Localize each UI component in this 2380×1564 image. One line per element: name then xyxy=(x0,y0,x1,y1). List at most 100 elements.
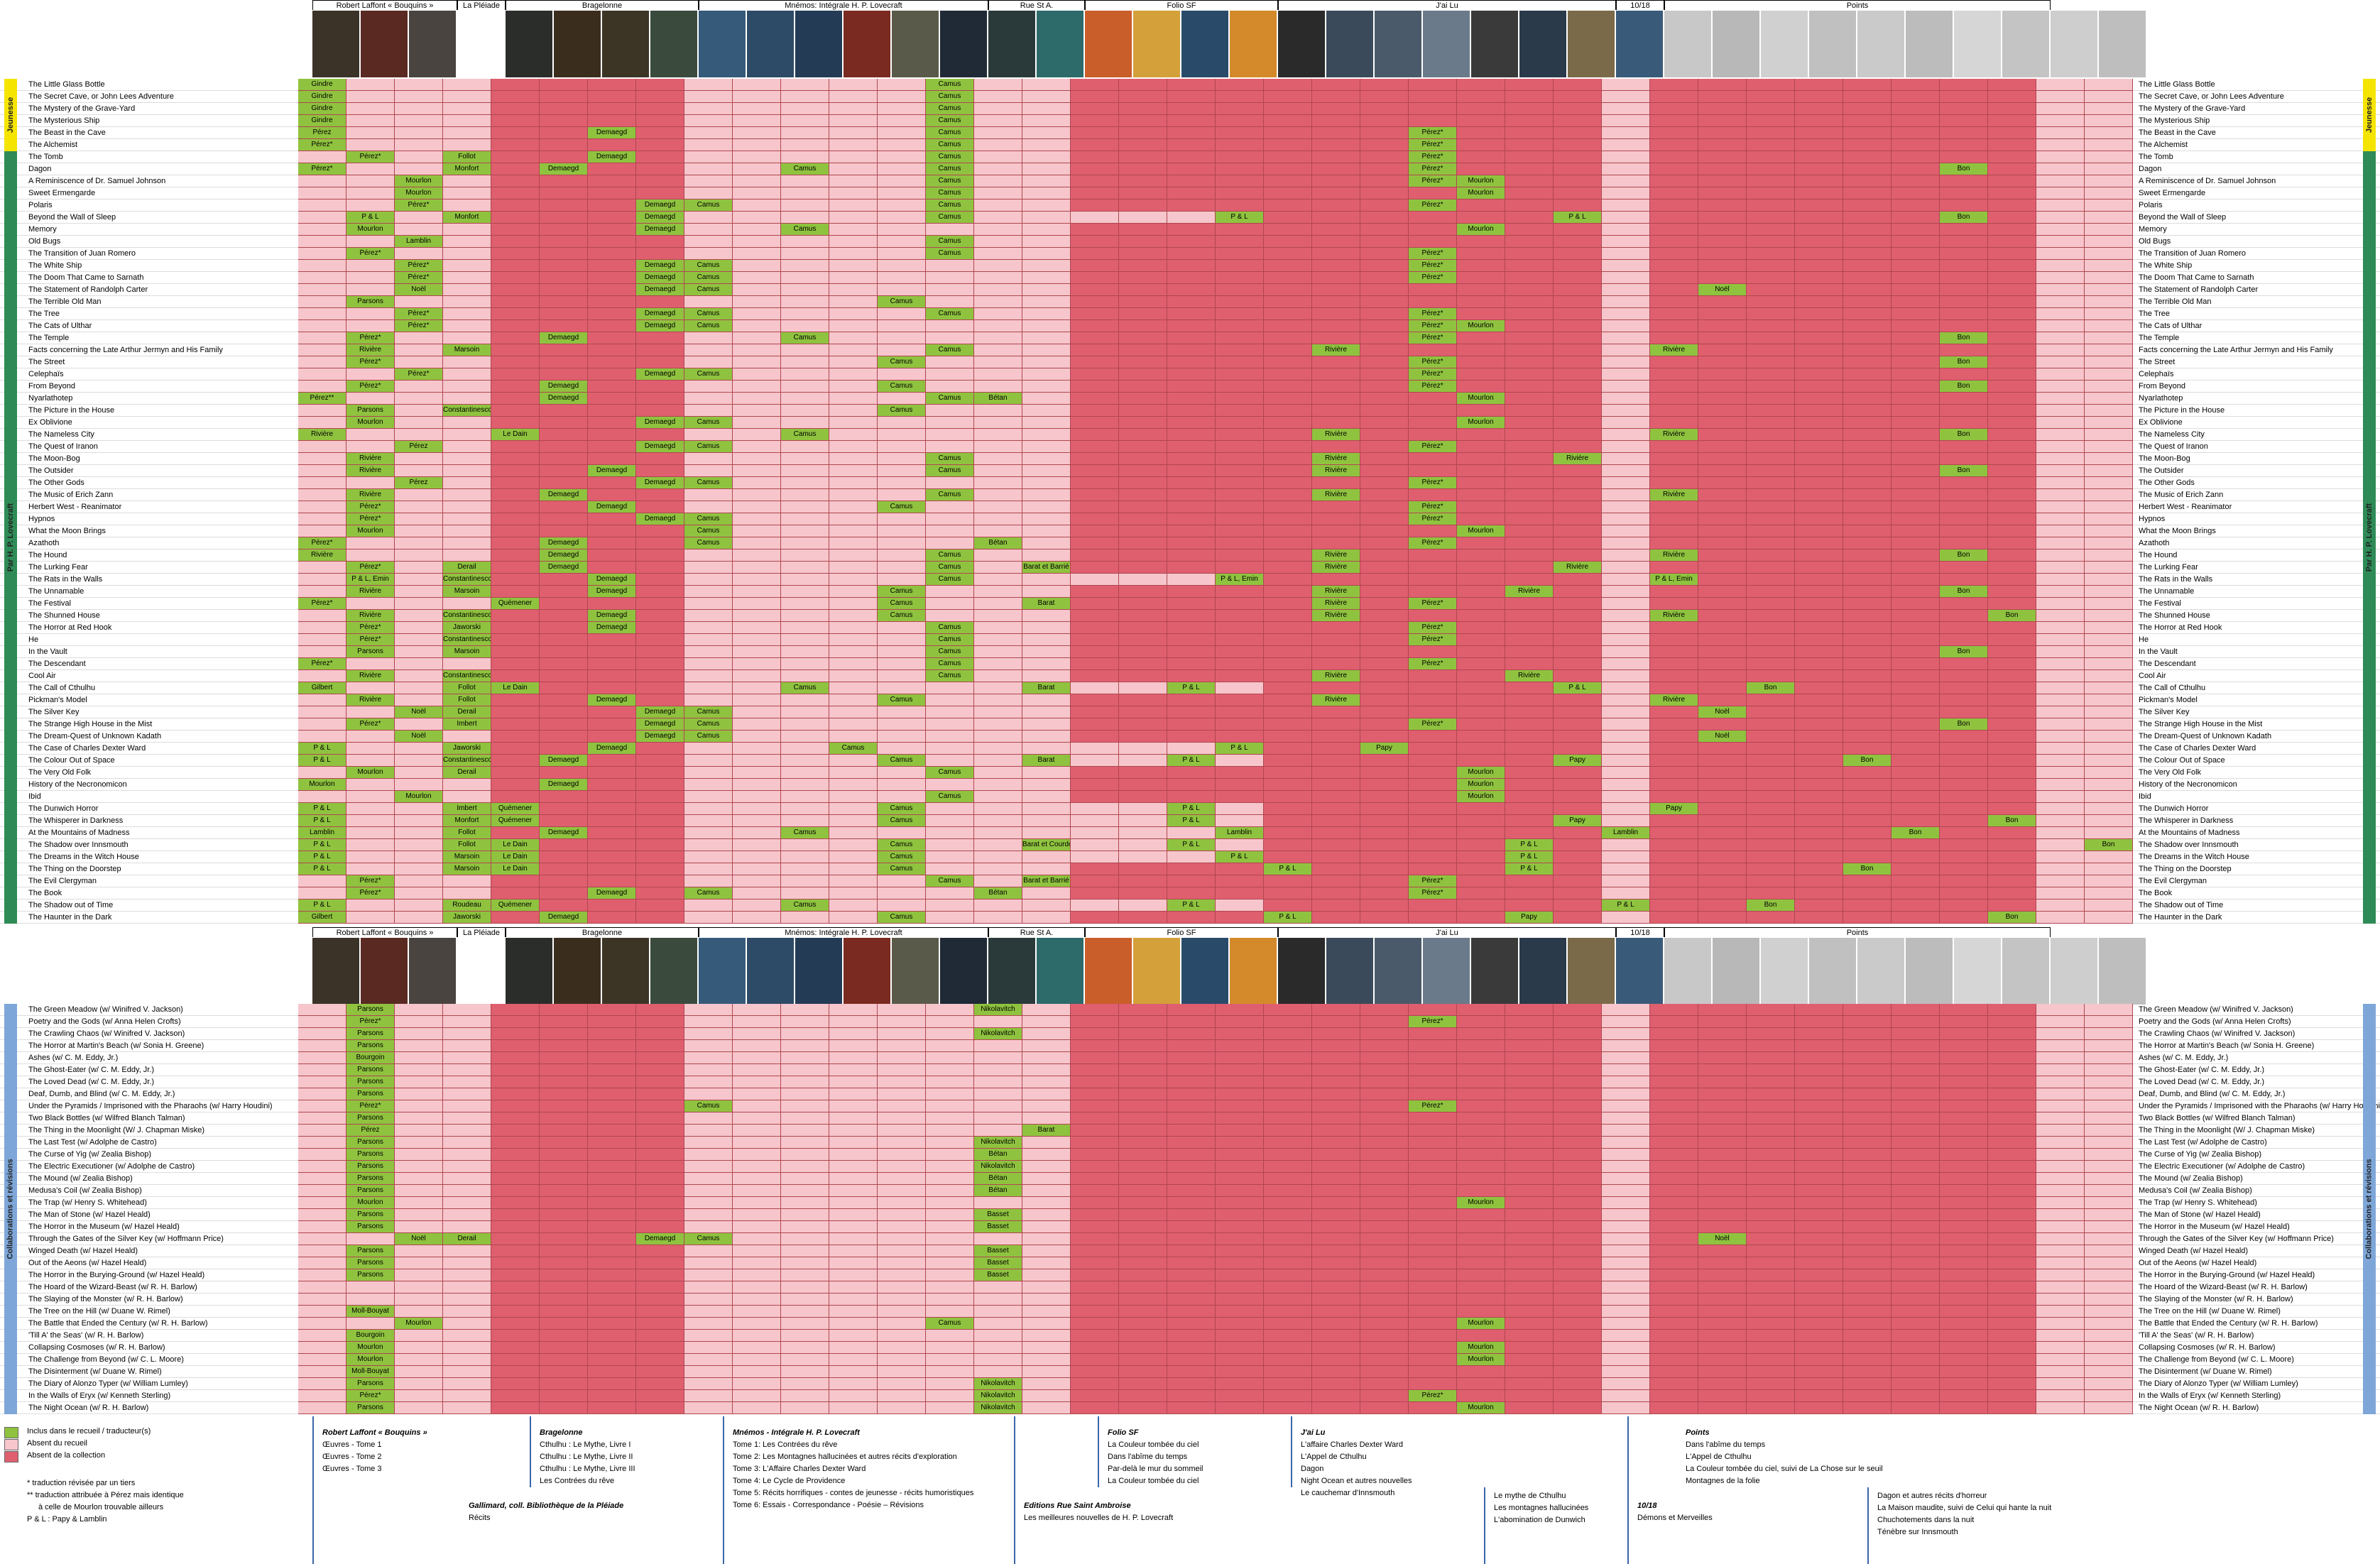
not-in-collection-cell xyxy=(1892,1173,1940,1185)
absent-cell xyxy=(346,477,395,489)
absent-cell xyxy=(298,1149,346,1161)
not-in-collection-cell xyxy=(1505,658,1554,670)
not-in-collection-cell xyxy=(1795,465,1843,477)
not-in-collection-cell xyxy=(1167,236,1216,248)
absent-cell xyxy=(684,1318,733,1330)
not-in-collection-cell xyxy=(1892,1245,1940,1257)
not-in-collection-cell xyxy=(1747,465,1795,477)
not-in-collection-cell xyxy=(1505,429,1554,441)
absent-cell xyxy=(1602,755,1650,767)
absent-cell xyxy=(2036,224,2085,236)
included-cell: P & L, Emin xyxy=(346,574,395,586)
absent-cell xyxy=(1602,646,1650,658)
absent-cell xyxy=(298,1330,346,1342)
absent-cell xyxy=(2085,682,2133,694)
absent-cell xyxy=(733,224,781,236)
not-in-collection-cell xyxy=(588,115,636,127)
absent-cell xyxy=(781,658,829,670)
not-in-collection-cell xyxy=(1698,79,1747,91)
not-in-collection-cell xyxy=(1650,887,1698,899)
included-cell: Camus xyxy=(684,887,733,899)
not-in-collection-cell xyxy=(1843,187,1892,199)
not-in-collection-cell xyxy=(1795,356,1843,368)
not-in-collection-cell xyxy=(1264,1137,1312,1149)
included-cell: Camus xyxy=(878,356,926,368)
not-in-collection-cell xyxy=(1892,863,1940,875)
absent-cell xyxy=(829,1330,878,1342)
not-in-collection-cell xyxy=(1988,682,2036,694)
not-in-collection-cell xyxy=(1747,489,1795,501)
included-cell: Camus xyxy=(926,670,974,682)
not-in-collection-cell xyxy=(1940,875,1988,887)
not-in-collection-cell xyxy=(1554,899,1602,912)
not-in-collection-cell xyxy=(1409,489,1457,501)
absent-cell xyxy=(733,1088,781,1100)
included-cell: Bon xyxy=(1940,465,1988,477)
not-in-collection-cell xyxy=(1650,1294,1698,1306)
included-cell: Gindre xyxy=(298,91,346,103)
not-in-collection-cell xyxy=(1747,779,1795,791)
not-in-collection-cell xyxy=(636,1221,684,1233)
absent-cell xyxy=(781,477,829,489)
included-cell: Pérez xyxy=(395,441,443,453)
included-cell: Rivière xyxy=(298,549,346,562)
publisher-label: Bragelonne xyxy=(506,0,699,10)
not-in-collection-cell xyxy=(1795,863,1843,875)
absent-cell xyxy=(926,1064,974,1076)
absent-cell xyxy=(781,1402,829,1414)
absent-cell xyxy=(346,1294,395,1306)
included-cell: Bétan xyxy=(974,1173,1022,1185)
not-in-collection-cell xyxy=(1698,356,1747,368)
not-in-collection-cell xyxy=(1457,1390,1505,1402)
not-in-collection-cell xyxy=(1071,1330,1119,1342)
story-title-right: 'Till A' the Seas' (w/ R. H. Barlow) xyxy=(2133,1330,2380,1342)
included-cell: Mourlon xyxy=(1457,1354,1505,1366)
included-cell: Gindre xyxy=(298,103,346,115)
not-in-collection-cell xyxy=(1747,1209,1795,1221)
absent-cell xyxy=(781,1366,829,1378)
not-in-collection-cell xyxy=(1988,296,2036,308)
absent-cell xyxy=(878,791,926,803)
absent-cell xyxy=(829,779,878,791)
absent-cell xyxy=(733,694,781,706)
not-in-collection-cell xyxy=(1843,296,1892,308)
not-in-collection-cell xyxy=(491,1076,540,1088)
not-in-collection-cell xyxy=(636,151,684,163)
absent-cell xyxy=(829,368,878,381)
included-cell: Bon xyxy=(1940,163,1988,175)
not-in-collection-cell xyxy=(1312,212,1360,224)
story-title-right: The Last Test (w/ Adolphe de Castro) xyxy=(2133,1137,2380,1149)
not-in-collection-cell xyxy=(1843,912,1892,924)
absent-cell xyxy=(926,803,974,815)
absent-cell xyxy=(974,175,1022,187)
absent-cell xyxy=(298,706,346,718)
table-row: The Colour Out of Space P & L Constantines… xyxy=(0,755,2380,767)
absent-cell xyxy=(684,1330,733,1342)
absent-cell xyxy=(878,199,926,212)
not-in-collection-cell xyxy=(1988,320,2036,332)
included-cell: Imbert xyxy=(443,718,491,731)
not-in-collection-cell xyxy=(1167,1149,1216,1161)
absent-cell xyxy=(1022,1342,1071,1354)
absent-cell xyxy=(2085,731,2133,743)
included-cell: Demaegd xyxy=(636,212,684,224)
absent-cell xyxy=(1602,743,1650,755)
not-in-collection-cell xyxy=(491,718,540,731)
included-cell: Demaegd xyxy=(588,610,636,622)
not-in-collection-cell xyxy=(1216,332,1264,344)
absent-cell xyxy=(2085,598,2133,610)
not-in-collection-cell xyxy=(1409,284,1457,296)
table-row: The Other Gods Pérez Demaegd Camus Pérez* The… xyxy=(0,477,2380,489)
not-in-collection-cell xyxy=(1312,1402,1360,1414)
not-in-collection-cell xyxy=(1554,1004,1602,1016)
cover-row xyxy=(312,11,2147,77)
not-in-collection-cell xyxy=(1940,405,1988,417)
not-in-collection-cell xyxy=(1457,586,1505,598)
absent-cell xyxy=(2085,718,2133,731)
not-in-collection-cell xyxy=(588,755,636,767)
not-in-collection-cell xyxy=(1167,1245,1216,1257)
not-in-collection-cell xyxy=(1505,139,1554,151)
not-in-collection-cell xyxy=(1554,405,1602,417)
included-cell: Demaegd xyxy=(540,549,588,562)
absent-cell xyxy=(926,1052,974,1064)
